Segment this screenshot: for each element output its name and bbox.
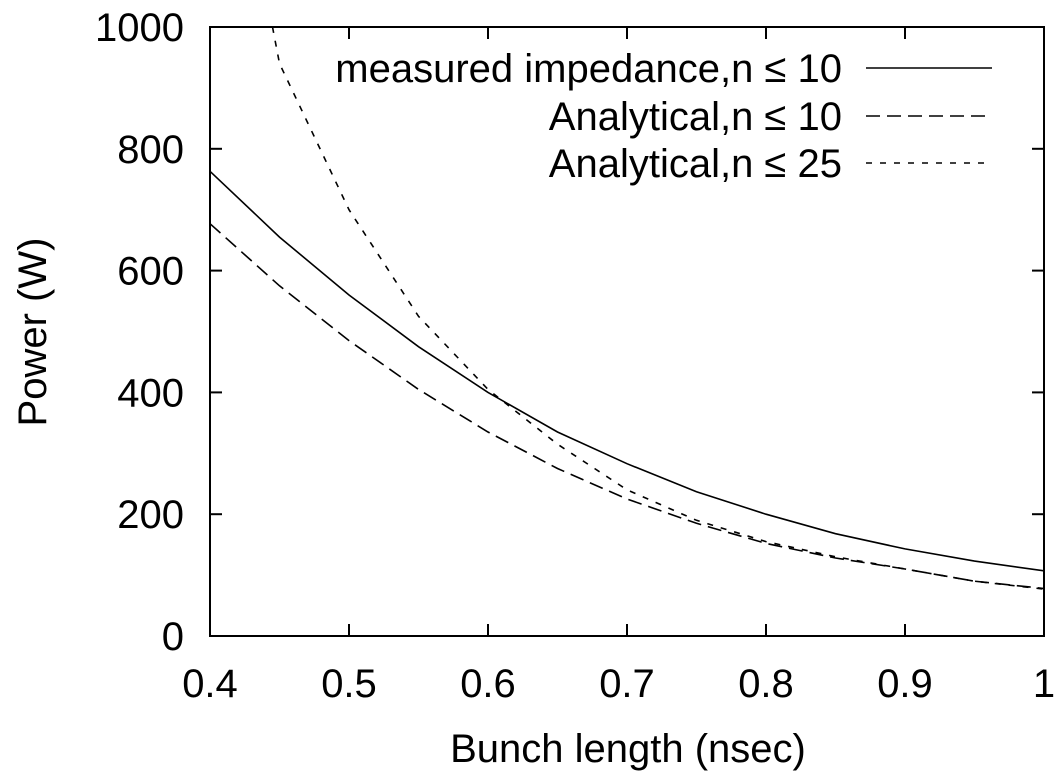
legend-label-3: Analytical,n ≤ 25 [549, 142, 842, 186]
x-tick-label: 1 [1033, 662, 1054, 706]
series-lines [210, 27, 1044, 590]
y-axis-label: Power (W) [11, 238, 55, 427]
legend-label-1: measured impedance,n ≤ 10 [335, 47, 842, 91]
legend-label-2: Analytical,n ≤ 10 [549, 95, 842, 139]
series-line-1 [210, 170, 1044, 572]
x-tick-label: 0.8 [738, 662, 794, 706]
y-tick-label: 800 [117, 128, 184, 172]
x-tick-label: 0.4 [182, 662, 238, 706]
y-tick-label: 1000 [95, 6, 184, 50]
series-line-3 [271, 27, 1044, 590]
axis-ticks: 0.4 0.5 0.6 0.7 0.8 0.9 1 0 200 400 600 800 1000 [95, 6, 1054, 706]
y-tick-label: 400 [117, 371, 184, 415]
y-tick-label: 0 [162, 615, 184, 659]
y-tick-label: 200 [117, 493, 184, 537]
x-tick-label: 0.5 [321, 662, 377, 706]
x-tick-label: 0.9 [877, 662, 933, 706]
x-axis-label: Bunch length (nsec) [450, 727, 806, 771]
x-tick-label: 0.7 [599, 662, 655, 706]
y-tick-label: 600 [117, 250, 184, 294]
x-tick-label: 0.6 [460, 662, 516, 706]
series-line-2 [210, 223, 1044, 590]
